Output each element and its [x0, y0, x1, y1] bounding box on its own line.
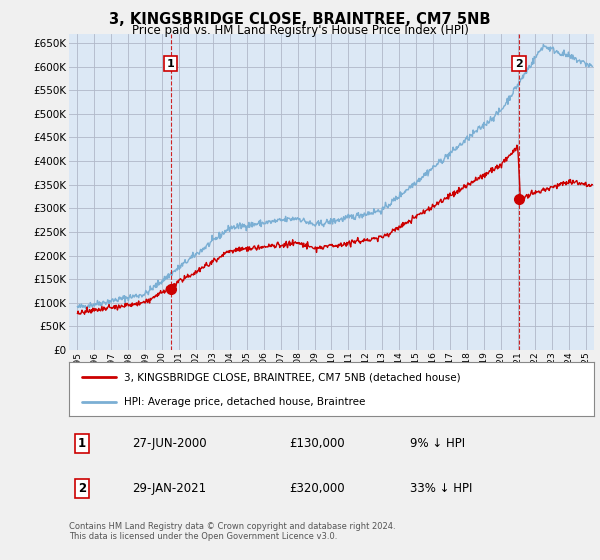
Text: 1: 1 [167, 59, 175, 69]
Text: Price paid vs. HM Land Registry's House Price Index (HPI): Price paid vs. HM Land Registry's House … [131, 24, 469, 36]
Text: 29-JAN-2021: 29-JAN-2021 [132, 482, 206, 495]
Text: 2: 2 [78, 482, 86, 495]
Text: 1: 1 [78, 437, 86, 450]
Text: £130,000: £130,000 [290, 437, 345, 450]
Text: 3, KINGSBRIDGE CLOSE, BRAINTREE, CM7 5NB (detached house): 3, KINGSBRIDGE CLOSE, BRAINTREE, CM7 5NB… [124, 372, 461, 382]
Text: 2: 2 [515, 59, 523, 69]
Text: HPI: Average price, detached house, Braintree: HPI: Average price, detached house, Brai… [124, 397, 365, 407]
Text: 3, KINGSBRIDGE CLOSE, BRAINTREE, CM7 5NB: 3, KINGSBRIDGE CLOSE, BRAINTREE, CM7 5NB [109, 12, 491, 27]
Text: Contains HM Land Registry data © Crown copyright and database right 2024.
This d: Contains HM Land Registry data © Crown c… [69, 522, 395, 542]
Text: 9% ↓ HPI: 9% ↓ HPI [410, 437, 466, 450]
Text: 27-JUN-2000: 27-JUN-2000 [132, 437, 206, 450]
Text: £320,000: £320,000 [290, 482, 345, 495]
Text: 33% ↓ HPI: 33% ↓ HPI [410, 482, 473, 495]
